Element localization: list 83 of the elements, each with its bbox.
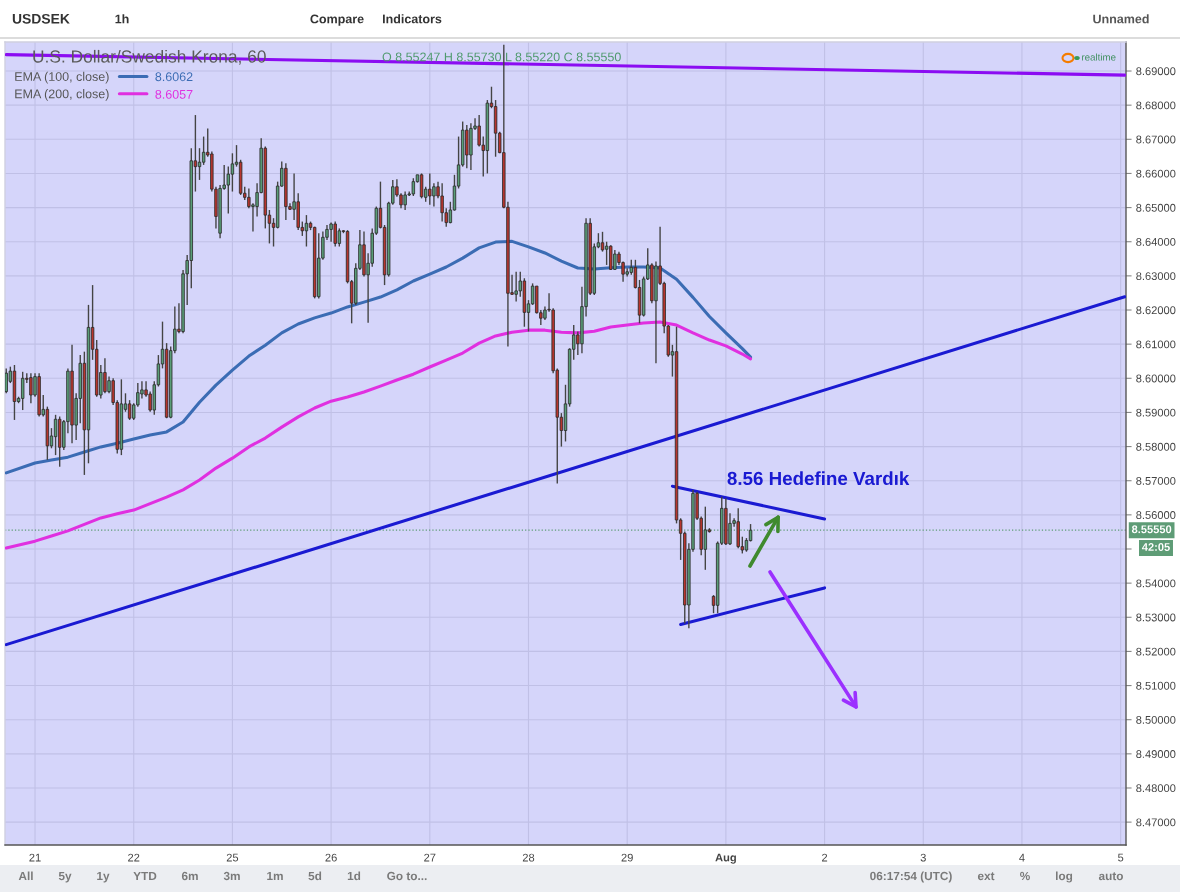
text: 6m (181, 871, 198, 881)
candlestick (5, 367, 8, 395)
text: Go to... (387, 871, 427, 881)
y-tick-label: 8.61000 (1136, 340, 1176, 349)
text: 1h (115, 14, 129, 24)
x-tick-label: 3 (920, 853, 926, 862)
y-tick-label: 8.47000 (1136, 818, 1176, 827)
candlestick (432, 182, 436, 208)
y-tick-label: 8.60000 (1136, 374, 1176, 383)
text: 42:05 (1141, 543, 1170, 551)
candlestick (440, 182, 444, 223)
y-tick-label: 8.52000 (1136, 647, 1176, 656)
candlestick (226, 165, 230, 215)
candlestick (609, 244, 613, 271)
y-tick-label: 8.54000 (1136, 579, 1176, 588)
annotation: 8.6062 (155, 72, 193, 82)
x-tick-label: 21 (29, 853, 41, 862)
x-tick-label: 4 (1019, 853, 1025, 862)
x-tick-label: 5 (1118, 853, 1124, 862)
text: Indicators (382, 14, 442, 24)
y-tick-label: 8.56000 (1136, 511, 1176, 519)
candlestick (604, 241, 609, 266)
y-tick-label: 8.65000 (1136, 203, 1176, 212)
text: O 8.55247 H 8.55730 L 8.55220 C 8.55550 (382, 52, 621, 62)
text: 06:17:54 (UTC) (870, 871, 952, 883)
legend-label: EMA (100, close) (15, 71, 109, 84)
candlestick (20, 371, 25, 411)
x-tick-label: 25 (226, 853, 239, 862)
text: All (18, 871, 33, 881)
y-tick-label: 8.62000 (1136, 306, 1176, 315)
y-tick-label: 8.51000 (1136, 681, 1176, 690)
y-tick-label: 8.63000 (1136, 272, 1176, 280)
candlestick (477, 114, 481, 148)
candlestick (333, 220, 337, 248)
text: Unnamed (1093, 14, 1149, 24)
x-tick-label: 26 (325, 853, 337, 862)
legend-label: EMA (200, close) (15, 89, 109, 101)
text: 1d (347, 871, 361, 881)
candlestick (428, 172, 432, 206)
y-tick-label: 8.69000 (1136, 67, 1176, 76)
candlestick (419, 172, 424, 200)
text: auto (1098, 872, 1123, 881)
text: 1y (97, 871, 110, 883)
annotation: 8.6057 (155, 89, 193, 99)
annotation: 8.56 Hedefine Vardık (727, 471, 910, 486)
y-tick-label: 8.64000 (1136, 237, 1176, 246)
y-tick-label: 8.48000 (1136, 784, 1176, 793)
candlestick (514, 271, 518, 303)
candlestick (29, 372, 33, 404)
candlestick (600, 231, 605, 253)
x-tick-label: 28 (522, 853, 535, 862)
y-tick-label: 8.58000 (1136, 442, 1176, 451)
x-tick-label: Aug (715, 853, 736, 864)
y-tick-label: 8.57000 (1136, 476, 1176, 485)
y-tick-label: 8.53000 (1136, 613, 1176, 622)
text: % (1020, 871, 1030, 881)
y-tick-label: 8.49000 (1136, 750, 1176, 758)
text: USDSEK (12, 13, 70, 24)
text: 3m (223, 871, 240, 881)
text: Compare (310, 14, 364, 26)
y-tick-label: 8.67000 (1136, 135, 1176, 144)
annotation: realtime (1082, 53, 1116, 61)
text: log (1055, 871, 1073, 883)
y-tick-label: 8.50000 (1136, 715, 1176, 724)
candlestick (703, 505, 708, 571)
ref-line-label: 8.55550 (1131, 525, 1172, 534)
candlestick (127, 399, 132, 421)
x-tick-label: 27 (424, 853, 436, 862)
candlestick (337, 227, 342, 248)
candlestick (53, 414, 58, 456)
text: 5d (308, 871, 322, 881)
y-tick-label: 8.59000 (1136, 408, 1176, 417)
x-tick-label: 2 (822, 853, 828, 862)
x-tick-label: 22 (128, 853, 140, 862)
x-tick-label: 29 (621, 853, 633, 862)
y-tick-label: 8.68000 (1136, 101, 1176, 110)
text: 5y (58, 871, 72, 883)
candlestick (103, 357, 107, 395)
candlestick (403, 190, 407, 211)
text: YTD (133, 871, 157, 881)
y-tick-label: 8.66000 (1136, 169, 1176, 178)
text: 1m (267, 871, 283, 881)
text: ext (977, 872, 995, 881)
